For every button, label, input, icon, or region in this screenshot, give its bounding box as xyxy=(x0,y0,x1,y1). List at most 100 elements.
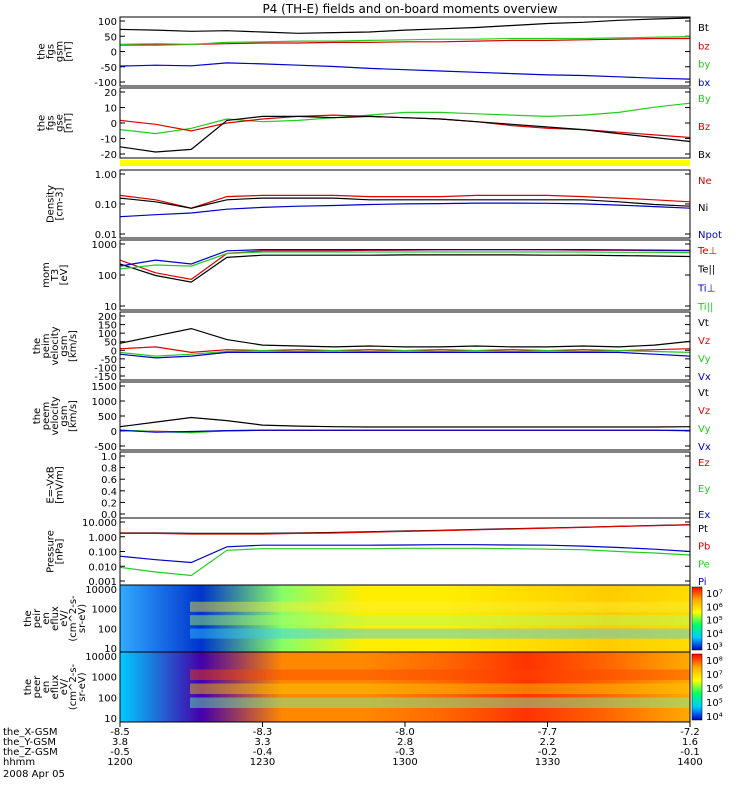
xtick-label-t: 1230 xyxy=(250,757,275,768)
ytick-label: 1.0 xyxy=(101,452,117,463)
ylabel-line: en xyxy=(41,681,52,694)
xtick-label-z: -0.2 xyxy=(538,747,558,758)
colorbar-label: 10⁴ xyxy=(706,629,723,640)
xtick-label-y: 2.2 xyxy=(540,737,556,748)
ylabel-panel-6: thepeemvelocitygsm[km/s] xyxy=(32,396,79,435)
ytick-label: 10 xyxy=(104,644,117,655)
ylabel-line: Pressure xyxy=(46,530,57,573)
xtick-label-t: 1400 xyxy=(677,757,702,768)
legend-Ez: Ez xyxy=(698,458,710,469)
panel-frame xyxy=(119,16,691,87)
series-line-Vy xyxy=(119,349,691,357)
ylabel-line: the xyxy=(23,679,34,695)
ylabel-line: eV/ xyxy=(59,610,70,627)
panel-9: thepeirenefluxeV/(cm^2-s-sr-eV)100001000… xyxy=(23,584,723,655)
date-label: 2008 Apr 05 xyxy=(3,769,65,780)
heatmap-band xyxy=(190,628,690,639)
ytick-label: 500 xyxy=(98,412,117,423)
legend-By: By xyxy=(698,94,711,105)
legend-Vt: Vt xyxy=(698,318,709,329)
legend-Ni: Ni xyxy=(698,203,708,214)
colorbar xyxy=(691,586,703,651)
xtick-label-t: 1300 xyxy=(392,757,417,768)
ylabel-line: [nT] xyxy=(64,41,75,61)
ytick-label: 10 xyxy=(104,714,117,725)
xtick-label-z: -0.5 xyxy=(110,747,130,758)
xtick-label-y: 3.8 xyxy=(112,737,128,748)
ytick-label: 100 xyxy=(98,329,117,340)
ytick-label: 1500 xyxy=(92,382,117,393)
ylabel-line: [eV] xyxy=(59,265,70,286)
xtick-label-t: 1200 xyxy=(107,757,132,768)
series-line-Vt xyxy=(119,416,691,428)
ytick-label: -50 xyxy=(101,355,117,366)
xaxis-row-label: hhmm xyxy=(3,757,35,768)
ylabel-line: sr-eV) xyxy=(77,672,88,701)
ylabel-line: peir xyxy=(32,608,43,628)
panel-frame xyxy=(119,169,691,239)
ytick-label: 10000 xyxy=(85,652,117,663)
legend-bx: bx xyxy=(698,78,710,89)
series-line-Npot xyxy=(119,202,691,218)
series-line-Pi xyxy=(119,544,691,564)
colorbar-label: 10⁷ xyxy=(706,589,723,600)
ytick-label: 0 xyxy=(111,427,117,438)
ytick-label: 1000 xyxy=(92,673,117,684)
ylabel-line: E=-VxB xyxy=(46,466,57,503)
ytick-label: 10000 xyxy=(85,585,117,596)
ylabel-line: peem xyxy=(41,402,52,430)
ytick-label: 0.0 xyxy=(101,510,117,521)
series-line-Te⊥ xyxy=(119,249,691,281)
legend-Ey: Ey xyxy=(698,484,710,495)
ytick-label: -500 xyxy=(94,442,117,453)
series-line-Bz xyxy=(119,114,691,139)
ylabel-line: Density xyxy=(46,185,57,223)
ylabel-line: eV/ xyxy=(59,678,70,695)
ytick-label: -10 xyxy=(101,135,117,146)
xtick-label-x: -8.0 xyxy=(395,727,415,738)
ylabel-panel-5: thepeimvelocitygsm[km/s] xyxy=(32,326,79,365)
ylabel-line: [km/s] xyxy=(68,400,79,432)
panel-3: Density[cm-3] 1.00 0.10 0.01 Ne Ni Npot xyxy=(46,169,722,241)
heatmap-fill xyxy=(120,585,690,652)
xaxis-row-label: the_X-GSM xyxy=(3,727,57,738)
legend-Bz: Bz xyxy=(698,122,710,133)
ytick-label: 10.000 xyxy=(82,518,117,529)
legend-Vy: Vy xyxy=(698,354,711,365)
ytick-label: 20 xyxy=(104,88,117,99)
ylabel-line: [mV/m] xyxy=(55,466,66,504)
ytick-label: 100 xyxy=(98,624,117,635)
legend-Ne: Ne xyxy=(698,176,712,187)
legend-Vx: Vx xyxy=(698,372,711,383)
legend-bz: bz xyxy=(698,41,710,52)
ytick-label: 0.10 xyxy=(95,200,117,211)
legend-Npot: Npot xyxy=(698,230,722,241)
ylabel-line: fgs xyxy=(46,115,57,130)
ylabel-line: T3 xyxy=(50,269,61,282)
panel-frame xyxy=(119,87,691,159)
legend-Pe: Pe xyxy=(698,559,710,570)
xtick-label-y: 1.6 xyxy=(682,737,698,748)
legend-Pi: Pi xyxy=(698,577,707,588)
xtick-label-z: -0.1 xyxy=(680,747,700,758)
ylabel-line: velocity xyxy=(50,326,61,365)
ytick-label: 0.2 xyxy=(101,498,117,509)
legend-Ti||: Ti|| xyxy=(697,302,713,313)
legend-Bt: Bt xyxy=(698,23,709,34)
ytick-label: 0 xyxy=(111,48,117,59)
series-line-By xyxy=(119,102,691,135)
heatmap-band xyxy=(190,697,690,708)
legend-Pb: Pb xyxy=(698,542,710,553)
series-line-Ne xyxy=(119,194,691,209)
ylabel-line: the xyxy=(32,408,43,424)
ytick-label: 0.4 xyxy=(101,487,117,498)
ylabel-line: the xyxy=(32,338,43,354)
panel-2: thefgsgse[nT] 20 10 0 -10 -20 By Bz Bx xyxy=(37,87,711,161)
legend-Vz: Vz xyxy=(698,406,710,417)
chart-title: P4 (TH-E) fields and on-board moments ov… xyxy=(262,2,557,16)
colorbar-label: 10⁴ xyxy=(706,712,723,723)
colorbar xyxy=(691,653,703,721)
ylabel-line: [cm-3] xyxy=(55,187,66,220)
legend-Bx: Bx xyxy=(698,150,711,161)
yellow-bar xyxy=(120,160,690,166)
